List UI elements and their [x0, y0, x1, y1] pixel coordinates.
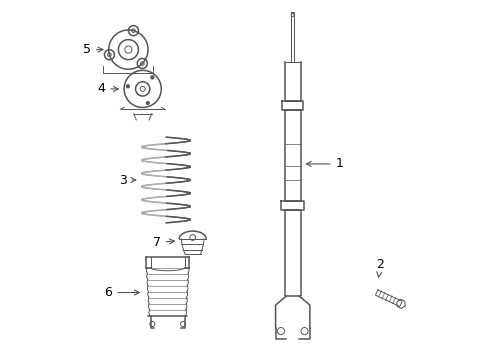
Circle shape [150, 76, 154, 79]
Text: 6: 6 [104, 286, 139, 299]
Text: 5: 5 [83, 43, 103, 56]
Circle shape [146, 101, 149, 105]
Text: 3: 3 [119, 174, 136, 186]
Text: 7: 7 [152, 236, 174, 249]
Circle shape [126, 85, 129, 88]
Text: 4: 4 [97, 82, 118, 95]
Text: 2: 2 [376, 258, 384, 277]
Text: 1: 1 [306, 157, 343, 170]
